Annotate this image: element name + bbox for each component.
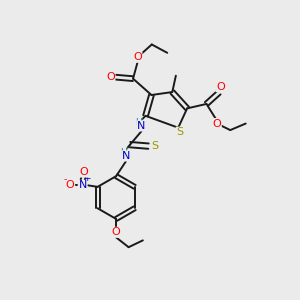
Text: H: H bbox=[135, 118, 142, 127]
Text: +: + bbox=[83, 174, 91, 183]
Text: O: O bbox=[106, 72, 115, 82]
Text: H: H bbox=[120, 148, 127, 157]
Text: O: O bbox=[112, 227, 121, 237]
Text: O: O bbox=[80, 167, 88, 177]
Text: O: O bbox=[133, 52, 142, 62]
Text: O: O bbox=[66, 180, 75, 190]
Text: N: N bbox=[137, 121, 146, 131]
Text: O: O bbox=[216, 82, 225, 92]
Text: N: N bbox=[79, 180, 87, 190]
Text: O: O bbox=[212, 118, 221, 128]
Text: -: - bbox=[64, 175, 67, 184]
Text: S: S bbox=[151, 141, 158, 151]
Text: S: S bbox=[176, 127, 183, 137]
Text: N: N bbox=[122, 151, 130, 161]
